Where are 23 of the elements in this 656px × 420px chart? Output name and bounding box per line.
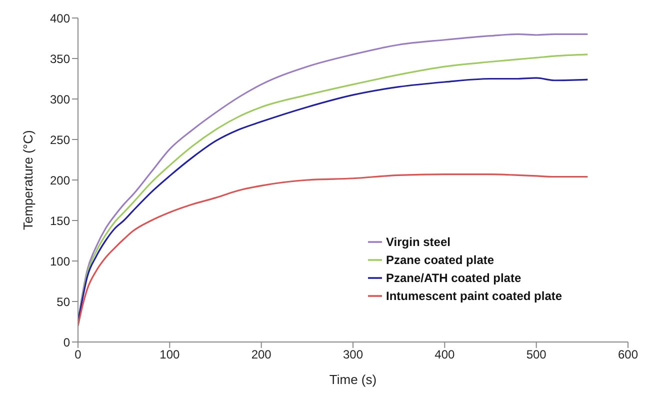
y-tick-label: 200 — [50, 173, 70, 188]
legend-label: Pzane/ATH coated plate — [386, 271, 522, 285]
x-axis-title: Time (s) — [329, 372, 377, 387]
x-tick-label: 0 — [74, 348, 82, 362]
y-tick-label: 350 — [50, 52, 70, 66]
y-tick-label: 100 — [50, 254, 70, 268]
x-tick-label: 500 — [526, 348, 547, 362]
x-tick-label: 400 — [434, 348, 455, 362]
y-tick-label: 150 — [50, 214, 70, 228]
y-tick-label: 0 — [63, 335, 70, 350]
y-tick-label: 50 — [56, 294, 70, 309]
x-tick-label: 300 — [342, 348, 364, 362]
legend-label: Intumescent paint coated plate — [386, 289, 562, 303]
legend-label: Pzane coated plate — [386, 253, 494, 267]
y-axis-title: Temperature (°C) — [20, 130, 36, 230]
line-series — [78, 174, 588, 327]
y-tick-label: 250 — [50, 132, 70, 147]
y-tick-label: 300 — [50, 92, 70, 106]
y-tick-label: 400 — [50, 11, 70, 26]
x-tick-label: 100 — [160, 348, 180, 362]
x-tick-label: 600 — [618, 348, 638, 362]
x-tick-label: 200 — [251, 348, 272, 362]
legend-label: Virgin steel — [386, 235, 450, 249]
